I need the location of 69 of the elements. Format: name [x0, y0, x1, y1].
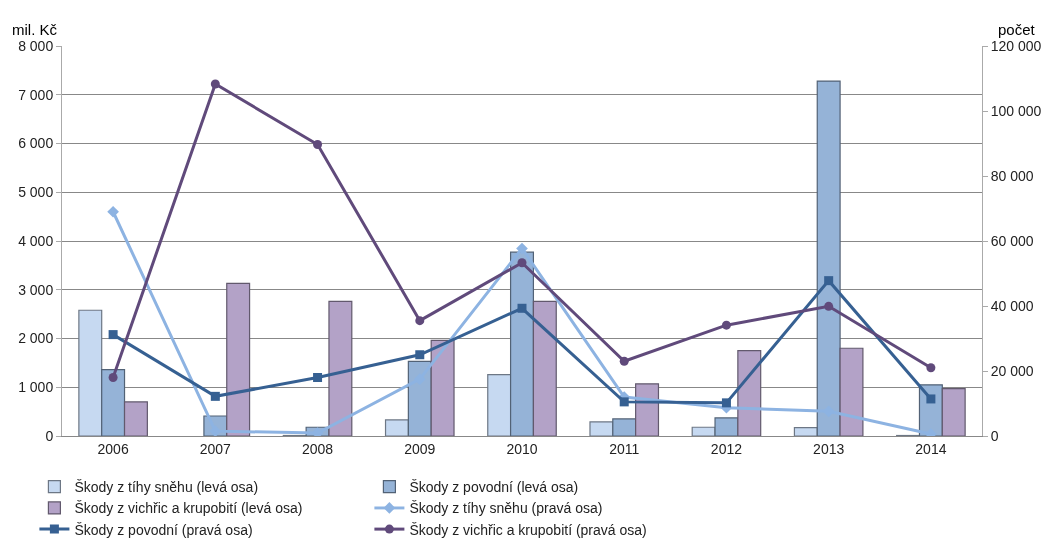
point	[619, 356, 629, 366]
bar	[487, 373, 512, 436]
y-tick-label: 7 000	[18, 86, 54, 103]
bar	[714, 417, 739, 436]
point	[926, 394, 936, 404]
point	[517, 258, 527, 268]
point	[926, 363, 936, 373]
x-tick-label: 2008	[301, 440, 334, 457]
y-tick-label: 1 000	[18, 379, 54, 396]
bar	[612, 418, 637, 436]
bar	[532, 300, 557, 436]
point	[415, 316, 425, 326]
y-tick-label: 4 000	[18, 232, 54, 249]
x-tick-label: 2014	[915, 440, 947, 457]
x-tick-label: 2006	[97, 440, 129, 457]
y2-tick-label: 120 000	[990, 37, 1042, 54]
bar	[635, 383, 660, 436]
bar	[793, 427, 818, 436]
x-tick-label: 2012	[710, 440, 743, 457]
bar	[839, 347, 864, 436]
y2-tick-label: 40 000	[990, 297, 1034, 314]
x-tick-label: 2007	[199, 440, 232, 457]
point	[721, 398, 731, 408]
legend-label: Škody z povodní (levá osa)	[409, 479, 579, 496]
point	[313, 373, 323, 382]
point	[619, 397, 629, 407]
bar	[589, 421, 614, 436]
legend-label: Škody z vichřic a krupobití (levá osa)	[74, 500, 303, 517]
bar	[123, 401, 148, 436]
y-tick-label: 0	[45, 427, 54, 444]
legend-label: Škody z vichřic a krupobití (pravá osa)	[409, 521, 647, 538]
y2-tick-label: 20 000	[990, 362, 1034, 379]
x-tick-label: 2010	[506, 440, 538, 457]
y-tick-label: 8 000	[18, 37, 54, 54]
y2-tick-label: 60 000	[990, 232, 1034, 249]
y2-axis-title: počet	[998, 21, 1036, 38]
y2-tick-label: 100 000	[990, 102, 1042, 119]
point	[517, 303, 527, 313]
point	[313, 139, 323, 149]
y-axis-title: mil. Kč	[12, 21, 58, 38]
y-tick-label: 6 000	[18, 135, 54, 152]
point	[210, 79, 220, 89]
bar	[101, 369, 126, 436]
point	[210, 391, 220, 401]
point	[108, 330, 118, 340]
point	[415, 350, 425, 360]
y2-tick-label: 0	[990, 427, 999, 444]
bar	[328, 300, 353, 436]
point	[107, 205, 119, 218]
x-tick-label: 2011	[609, 440, 640, 457]
y2-tick-label: 80 000	[990, 167, 1034, 184]
bar	[941, 388, 966, 436]
point	[721, 320, 731, 330]
bar	[430, 339, 455, 436]
point	[824, 276, 834, 286]
bar	[384, 419, 409, 436]
x-tick-label: 2009	[404, 440, 436, 457]
x-tick-label: 2013	[813, 440, 845, 457]
legend-label: Škody z tíhy sněhu (pravá osa)	[409, 500, 603, 517]
y-tick-label: 5 000	[18, 184, 54, 201]
legend-label: Škody z povodní (pravá osa)	[74, 521, 253, 538]
bar	[226, 282, 251, 436]
point	[516, 242, 528, 255]
point	[108, 373, 118, 382]
point	[824, 301, 834, 311]
legend-label: Škody z tíhy sněhu (levá osa)	[74, 479, 259, 496]
bar	[78, 309, 103, 436]
y-tick-label: 3 000	[18, 281, 54, 298]
y-tick-label: 2 000	[18, 330, 54, 347]
